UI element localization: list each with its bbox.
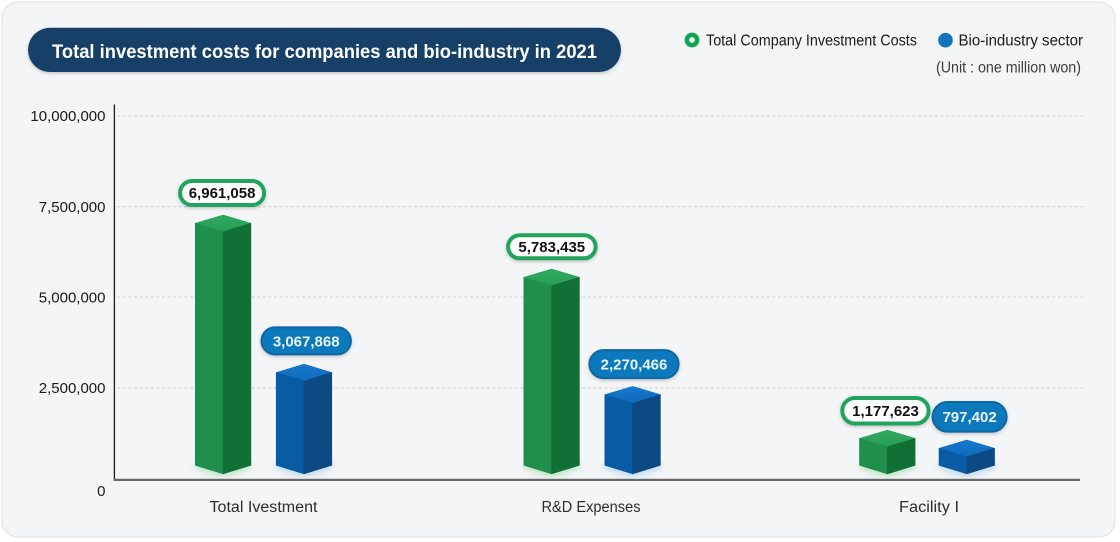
svg-text:797,402: 797,402 [942, 409, 996, 426]
svg-text:Facility I: Facility I [899, 499, 959, 516]
svg-text:10,000,000: 10,000,000 [30, 108, 105, 125]
svg-text:5,000,000: 5,000,000 [39, 289, 106, 306]
svg-text:2,500,000: 2,500,000 [39, 380, 106, 397]
svg-text:Bio-industry sector: Bio-industry sector [959, 33, 1084, 50]
svg-text:6,961,058: 6,961,058 [189, 185, 256, 202]
svg-text:Total Ivestment: Total Ivestment [210, 499, 319, 516]
svg-text:3,067,868: 3,067,868 [273, 333, 340, 350]
svg-text:5,783,435: 5,783,435 [518, 239, 585, 256]
svg-text:(Unit : one million won): (Unit : one million won) [936, 60, 1081, 77]
svg-text:1,177,623: 1,177,623 [852, 403, 919, 420]
svg-text:Total Company Investment Costs: Total Company Investment Costs [706, 32, 917, 49]
svg-text:2,270,466: 2,270,466 [601, 357, 668, 374]
svg-text:Total investment costs for com: Total investment costs for companies and… [52, 41, 597, 63]
svg-text:R&D Expenses: R&D Expenses [542, 499, 641, 516]
svg-text:0: 0 [97, 483, 105, 500]
svg-text:7,500,000: 7,500,000 [39, 199, 106, 216]
